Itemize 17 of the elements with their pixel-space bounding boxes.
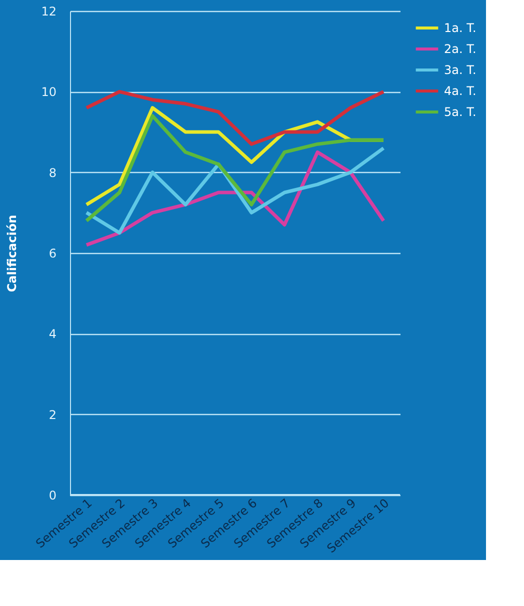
legend-label: 1a. T. [444, 21, 476, 35]
y-axis-title: Calificación [5, 214, 20, 292]
line-series [84, 150, 386, 247]
y-tick-label: 4 [48, 327, 56, 342]
legend-label: 2a. T. [444, 42, 476, 56]
line-series [84, 90, 386, 146]
line-series [84, 114, 386, 222]
y-tick-label: 0 [48, 488, 56, 502]
line-series [84, 146, 386, 235]
y-tick-label: 8 [48, 166, 56, 180]
y-tick-label: 12 [41, 4, 56, 18]
legend-label: 3a. T. [444, 63, 476, 77]
legend-label: 5a. T. [444, 105, 476, 119]
y-tick-label: 6 [48, 246, 56, 260]
legend-label: 4a. T. [444, 84, 476, 98]
y-tick-label: 10 [41, 85, 56, 100]
y-tick-label: 2 [48, 408, 56, 422]
